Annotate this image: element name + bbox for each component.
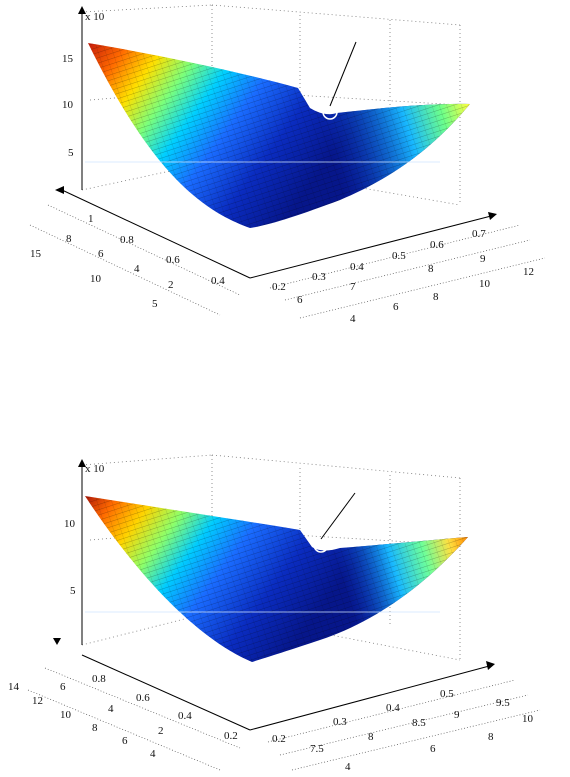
right-axis-arrow-2	[486, 661, 495, 670]
left-axis-1	[61, 189, 251, 279]
z-tick-1-2: 5	[68, 147, 74, 159]
left-axis-arrow-1	[55, 186, 64, 194]
right-a-tick-2-3: 0.5	[440, 688, 454, 700]
left-a-tick-2-2: 0.4	[178, 710, 192, 722]
right-c-tick-1-2: 8	[433, 291, 439, 303]
right-a-tick-2-1: 0.3	[333, 716, 347, 728]
right-c-tick-1-4: 12	[523, 266, 534, 278]
right-c-tick-1-1: 6	[393, 301, 399, 313]
left-c-tick-2-1: 12	[32, 695, 43, 707]
left-axis-2	[81, 654, 251, 731]
right-b-tick-2-2: 8.5	[412, 717, 426, 729]
left-b-tick-2-1: 4	[108, 703, 114, 715]
left-b-tick-2-2: 2	[158, 725, 164, 737]
left-b-tick-1-2: 4	[134, 263, 140, 275]
right-b-tick-2-3: 9	[454, 709, 460, 721]
left-c-tick-2-2: 10	[60, 709, 72, 721]
left-a-tick-1-1: 0.8	[120, 234, 134, 246]
right-a-tick-1-3: 0.5	[392, 250, 406, 262]
marker-pointer-1	[329, 41, 357, 107]
left-c-tick-2-4: 6	[122, 735, 128, 747]
left-b-tick-2-0: 6	[60, 681, 66, 693]
right-b-tick-2-4: 9.5	[496, 697, 510, 709]
right-a-tick-1-0: 0.2	[272, 281, 286, 293]
right-axis-arrow-1	[488, 212, 497, 220]
right-axis-1	[249, 214, 496, 279]
z-tick-2-0: 10	[64, 518, 76, 530]
left-a-tick-1-2: 0.6	[166, 254, 180, 266]
right-c-tick-2-3: 10	[522, 713, 534, 725]
z-tick-1-0: 15	[62, 53, 74, 65]
right-b-tick-1-2: 8	[428, 263, 434, 275]
z-axis-arrow-2	[78, 459, 86, 467]
right-axis-2	[249, 664, 494, 731]
left-c-tick-2-5: 4	[150, 748, 156, 760]
z-tick-2-1: 5	[70, 585, 76, 597]
right-c-tick-1-0: 4	[350, 313, 356, 325]
left-a-tick-1-3: 0.4	[211, 275, 225, 287]
tick-lines-2	[27, 667, 541, 771]
right-b-tick-1-3: 9	[480, 253, 486, 265]
surface-chart-2: x 10 10 5 0.8 0.6 0.4 0.2 6 4 2 14 12 10…	[8, 454, 541, 773]
surface-chart-1: x 10 15 10 5 1 0.8 0.6 0.4 8 6 4 2 15 10…	[29, 4, 546, 325]
left-b-tick-1-0: 8	[66, 233, 72, 245]
right-a-tick-2-0: 0.2	[272, 733, 286, 745]
z-exponent-label-1: x 10	[85, 11, 105, 23]
z-tick-1-1: 10	[62, 99, 74, 111]
left-a-tick-1-0: 1	[88, 213, 94, 225]
right-a-tick-1-5: 0.7	[472, 228, 486, 240]
right-c-tick-1-3: 10	[479, 278, 491, 290]
left-c-tick-1-1: 10	[90, 273, 102, 285]
right-a-tick-2-2: 0.4	[386, 702, 400, 714]
right-a-tick-1-2: 0.4	[350, 261, 364, 273]
left-b-tick-1-3: 2	[168, 279, 174, 291]
left-c-tick-1-2: 5	[152, 298, 158, 310]
z-axis-bottom-marker-2	[53, 638, 61, 645]
left-a-tick-2-1: 0.6	[136, 692, 150, 704]
right-a-tick-1-4: 0.6	[430, 239, 444, 251]
right-b-tick-1-1: 7	[350, 281, 356, 293]
left-c-tick-2-0: 14	[8, 681, 20, 693]
z-exponent-label-2: x 10	[85, 463, 105, 475]
right-c-tick-2-2: 8	[488, 731, 494, 743]
right-c-tick-2-1: 6	[430, 743, 436, 755]
left-c-tick-1-0: 15	[30, 248, 42, 260]
left-a-tick-2-0: 0.8	[92, 673, 106, 685]
left-b-tick-1-1: 6	[98, 248, 104, 260]
z-axis-arrow-1	[78, 6, 86, 14]
right-c-tick-2-0: 4	[345, 761, 351, 773]
left-a-tick-2-3: 0.2	[224, 730, 238, 742]
minimum-marker-2	[313, 537, 329, 553]
right-b-tick-2-0: 7.5	[310, 743, 324, 755]
tick-lines-1	[29, 204, 546, 319]
left-c-tick-2-3: 8	[92, 722, 98, 734]
right-b-tick-2-1: 8	[368, 731, 374, 743]
marker-pointer-2	[320, 492, 356, 540]
right-a-tick-1-1: 0.3	[312, 271, 326, 283]
right-b-tick-1-0: 6	[297, 294, 303, 306]
